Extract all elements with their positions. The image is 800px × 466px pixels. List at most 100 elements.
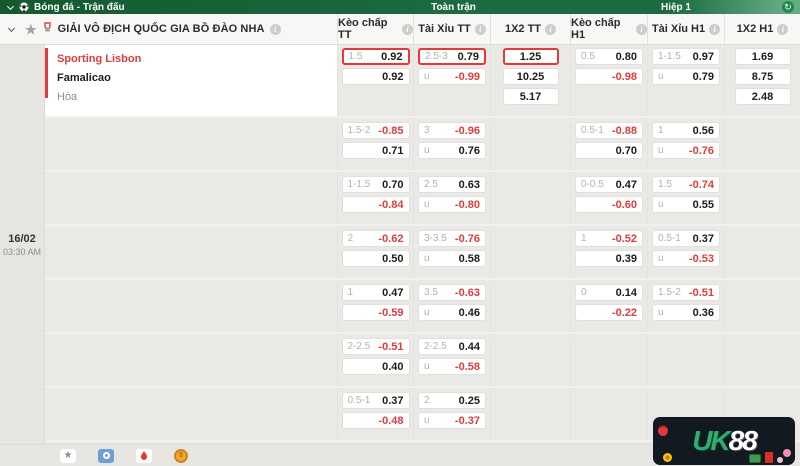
odds-hdp-tt-bottom[interactable]: 0.50 [341, 250, 410, 267]
odds-1x2-h1-1[interactable]: 8.75 [734, 68, 791, 85]
odds-hdp-h1-bottom[interactable]: -0.60 [575, 196, 643, 213]
odds-1x2-h1-cell [724, 230, 800, 278]
odds-line-label: 2-2.5 [347, 341, 371, 352]
odds-hdp-tt-top[interactable]: 2 -0.62 [341, 230, 410, 247]
odds-ou-tt-top[interactable]: 3 -0.96 [418, 122, 486, 139]
odds-hdp-h1-bottom[interactable]: 0.70 [575, 142, 643, 159]
odds-ou-h1-cell [647, 392, 724, 440]
info-icon[interactable]: i [636, 23, 647, 35]
odds-ou-tt-cell: 3-3.5 -0.76 u 0.58 [413, 230, 490, 278]
odds-ou-h1-top[interactable]: 1-1.5 0.97 [652, 48, 720, 65]
odds-line-label: 1.5 [348, 51, 363, 62]
odds-row: 1-1.5 0.70 -0.84 2.5 0.63 u -0.80 0-0.5 0.47 -0.6… [45, 172, 800, 226]
odds-ou-h1-bottom[interactable]: u -0.76 [652, 142, 720, 159]
odds-ou-tt-top[interactable]: 3.5 -0.63 [418, 284, 486, 301]
odds-ou-h1-bottom[interactable]: u -0.53 [652, 250, 720, 267]
odds-1x2-tt-0[interactable]: 1.25 [502, 48, 559, 65]
odds-hdp-tt-bottom[interactable]: 0.71 [341, 142, 410, 159]
info-icon[interactable]: i [474, 23, 486, 35]
odds-ou-tt-top[interactable]: 2.5-3 0.79 [418, 48, 486, 65]
odds-ou-tt-bottom[interactable]: u 0.58 [418, 250, 486, 267]
match-teams [45, 284, 337, 332]
odds-ou-tt-bottom[interactable]: u -0.99 [418, 68, 486, 85]
saved-bets-icon[interactable] [98, 448, 114, 463]
odds-ou-tt-bottom[interactable]: u 0.76 [418, 142, 486, 159]
odds-ou-h1-top[interactable]: 0.5-1 0.37 [652, 230, 720, 247]
odds-line-label: u [658, 253, 664, 264]
odds-value: -0.52 [611, 232, 637, 245]
odds-ou-tt-top[interactable]: 2.5 0.63 [418, 176, 486, 193]
hot-match-flame-icon[interactable] [136, 448, 152, 463]
home-team-name[interactable]: Sporting Lisbon [57, 53, 142, 65]
odds-1x2-tt-cell [490, 284, 570, 332]
odds-hdp-h1-top[interactable]: 0.5 0.80 [575, 48, 643, 65]
odds-hdp-tt-top[interactable]: 1.5 0.92 [341, 48, 410, 65]
odds-line-label: 2.5-3 [425, 51, 448, 62]
match-teams [45, 338, 337, 386]
odds-ou-h1-top[interactable]: 1.5 -0.74 [652, 176, 720, 193]
odds-1x2-tt-2[interactable]: 5.17 [502, 88, 559, 105]
info-icon[interactable]: i [402, 23, 413, 35]
odds-1x2-h1-2[interactable]: 2.48 [734, 88, 791, 105]
away-team-name[interactable]: Famalicao [57, 72, 111, 84]
odds-ou-h1-top[interactable]: 1.5-2 -0.51 [652, 284, 720, 301]
favorite-star-icon[interactable]: ★ [25, 21, 37, 37]
odds-ou-h1-bottom[interactable]: u 0.36 [652, 304, 720, 321]
odds-hdp-tt-bottom[interactable]: 0.92 [341, 68, 410, 85]
odds-ou-h1-bottom[interactable]: u 0.55 [652, 196, 720, 213]
match-date-rail: 16/02 03:30 AM [0, 45, 45, 444]
info-icon[interactable]: i [777, 23, 789, 35]
odds-hdp-h1-top[interactable]: 0 0.14 [575, 284, 643, 301]
odds-hdp-tt-top[interactable]: 1.5-2 -0.85 [341, 122, 410, 139]
odds-ou-tt-bottom[interactable]: u -0.37 [418, 412, 486, 429]
odds-hdp-h1-bottom[interactable]: -0.22 [575, 304, 643, 321]
odds-hdp-tt-top[interactable]: 0.5-1 0.37 [341, 392, 410, 409]
odds-ou-h1-bottom[interactable]: u 0.79 [652, 68, 720, 85]
odds-line-label: 1 [658, 125, 664, 136]
odds-ou-h1-top[interactable]: 1 0.56 [652, 122, 720, 139]
odds-hdp-tt-top[interactable]: 1 0.47 [341, 284, 410, 301]
info-icon[interactable]: i [269, 23, 281, 35]
odds-hdp-h1-bottom[interactable]: -0.98 [575, 68, 643, 85]
odds-value: 0.79 [457, 50, 479, 63]
odds-hdp-h1-bottom[interactable]: 0.39 [575, 250, 643, 267]
odds-value: -0.22 [611, 306, 637, 319]
odds-ou-h1-cell: 1.5 -0.74 u 0.55 [647, 176, 724, 224]
odds-row: Sporting Lisbon Famalicao Hòa 1.5 0.92 0.92 2.… [45, 45, 800, 118]
odds-hdp-tt-bottom[interactable]: -0.48 [341, 412, 410, 429]
odds-ou-tt-top[interactable]: 2-2.5 0.44 [418, 338, 486, 355]
odds-row: 2 -0.62 0.50 3-3.5 -0.76 u 0.58 1 -0.52 0.39 0.5-1… [45, 226, 800, 280]
odds-hdp-h1-top[interactable]: 0.5-1 -0.88 [575, 122, 643, 139]
match-teams [45, 230, 337, 278]
odds-hdp-tt-bottom[interactable]: -0.59 [341, 304, 410, 321]
refresh-icon[interactable]: ↻ [782, 1, 794, 13]
coin-icon[interactable]: $ [174, 448, 188, 463]
info-icon[interactable]: i [545, 23, 557, 35]
odds-ou-tt-bottom[interactable]: u -0.80 [418, 196, 486, 213]
odds-value: 0.14 [615, 286, 637, 299]
odds-line-label: 0-0.5 [581, 179, 604, 190]
odds-1x2-tt-1[interactable]: 10.25 [502, 68, 559, 85]
league-header[interactable]: ★ GIẢI VÔ ĐỊCH QUỐC GIA BỒ ĐÀO NHA i [0, 14, 337, 44]
chevron-down-icon[interactable] [6, 2, 15, 10]
odds-ou-tt-top[interactable]: 2 0.25 [418, 392, 486, 409]
odds-hdp-h1-top[interactable]: 0-0.5 0.47 [575, 176, 643, 193]
odds-value: -0.37 [454, 414, 480, 427]
favorite-star-icon[interactable]: ★ [60, 448, 76, 463]
info-icon[interactable]: i [709, 23, 721, 35]
col-header-1x2-h1: 1X2 H1 i [724, 14, 800, 44]
odds-ou-tt-bottom[interactable]: u -0.58 [418, 358, 486, 375]
odds-value: 0.46 [458, 306, 480, 319]
odds-line-label: u [424, 145, 430, 156]
odds-hdp-tt-top[interactable]: 2-2.5 -0.51 [341, 338, 410, 355]
odds-ou-tt-top[interactable]: 3-3.5 -0.76 [418, 230, 486, 247]
odds-hdp-tt-bottom[interactable]: 0.40 [341, 358, 410, 375]
odds-hdp-tt-bottom[interactable]: -0.84 [341, 196, 410, 213]
odds-hdp-h1-top[interactable]: 1 -0.52 [575, 230, 643, 247]
odds-hdp-tt-top[interactable]: 1-1.5 0.70 [341, 176, 410, 193]
collapse-chevron-icon[interactable] [7, 24, 16, 32]
odds-ou-tt-bottom[interactable]: u 0.46 [418, 304, 486, 321]
odds-value: -0.99 [454, 70, 480, 83]
odds-1x2-h1-0[interactable]: 1.69 [734, 48, 791, 65]
odds-line-label: 0.5-1 [581, 125, 604, 136]
